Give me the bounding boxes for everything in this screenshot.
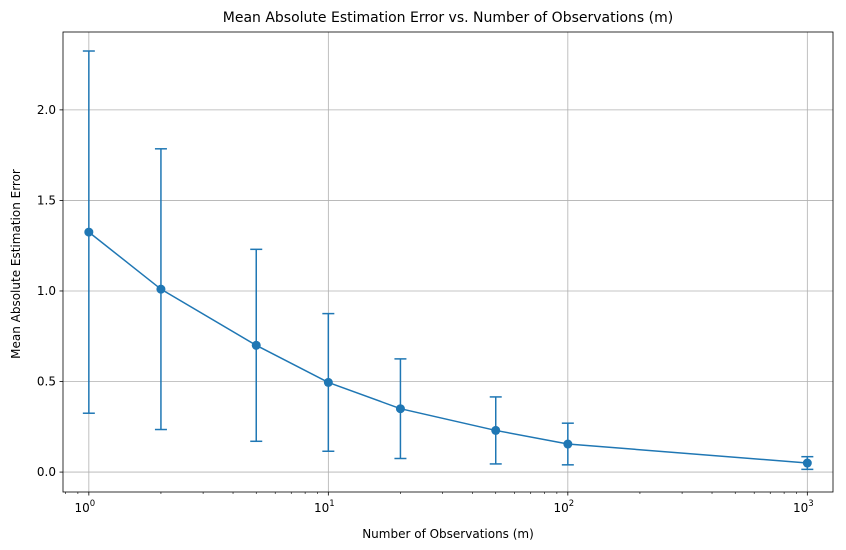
y-tick-label: 0.5	[37, 375, 56, 389]
data-point	[563, 439, 573, 449]
data-point	[491, 425, 501, 435]
x-tick-label: 101	[314, 499, 335, 515]
y-tick-label: 1.0	[37, 284, 56, 298]
data-point	[156, 284, 166, 294]
grid-layer	[63, 32, 833, 492]
y-tick-label: 0.0	[37, 465, 56, 479]
y-tick-label: 1.5	[37, 193, 56, 207]
chart-title: Mean Absolute Estimation Error vs. Numbe…	[223, 10, 673, 26]
series-layer	[82, 50, 814, 471]
ticks-layer: 0.0 0.5 1.0 1.5 2.0 100 101 102 103	[37, 103, 814, 515]
x-tick-label: 103	[793, 499, 814, 515]
data-point	[251, 340, 261, 350]
series-line	[88, 231, 808, 464]
data-point	[323, 377, 333, 387]
data-point	[84, 227, 94, 237]
y-tick-label: 2.0	[37, 103, 56, 117]
data-point	[395, 404, 405, 414]
plot-frame	[62, 31, 834, 493]
data-point	[802, 458, 812, 468]
x-tick-label: 100	[74, 499, 95, 515]
y-axis-label: Mean Absolute Estimation Error	[9, 169, 23, 359]
x-axis-label: Number of Observations (m)	[362, 527, 534, 541]
x-tick-label: 102	[553, 499, 574, 515]
